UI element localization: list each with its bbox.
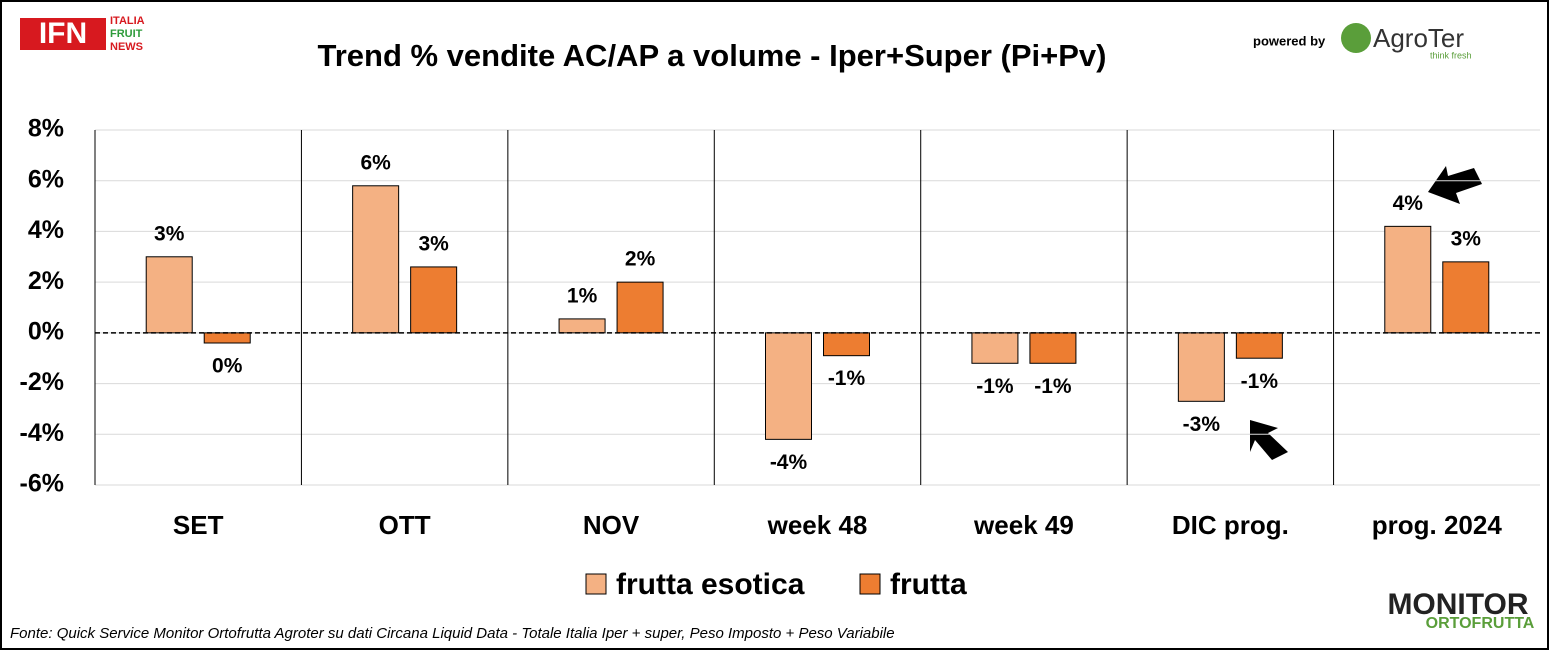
- legend-label: frutta: [890, 568, 967, 601]
- legend-swatch: [585, 573, 607, 595]
- bar: [558, 318, 606, 334]
- bar: [1177, 332, 1225, 402]
- y-tick-label: 0%: [28, 317, 64, 345]
- bar: [352, 185, 400, 334]
- legend-swatch: [859, 573, 881, 595]
- bar: [1442, 261, 1490, 334]
- bar: [1235, 332, 1283, 359]
- arrow: [1428, 166, 1482, 204]
- x-tick-label: DIC prog.: [1172, 510, 1289, 540]
- x-tick-label: SET: [173, 510, 224, 540]
- data-label: -1%: [828, 367, 866, 390]
- data-label: -1%: [1241, 370, 1279, 393]
- ifn-logo: [20, 18, 106, 50]
- y-tick-label: -4%: [20, 419, 64, 447]
- data-label: 1%: [567, 284, 598, 307]
- data-label: 3%: [154, 222, 185, 245]
- agroter-icon: [1341, 23, 1371, 53]
- agroter-tag: think fresh: [1430, 50, 1472, 60]
- agroter-logo: AgroTer: [1373, 23, 1464, 53]
- ifn-sub: ITALIA: [110, 15, 145, 27]
- data-label: -4%: [770, 451, 808, 474]
- powered-by: powered by: [1253, 33, 1326, 48]
- y-tick-label: 8%: [28, 115, 64, 143]
- x-tick-label: NOV: [583, 510, 640, 540]
- ifn-sub: FRUIT: [110, 28, 143, 40]
- bar: [765, 332, 812, 440]
- x-tick-label: week 49: [973, 510, 1074, 540]
- y-tick-label: -6%: [20, 470, 64, 498]
- bar: [410, 266, 458, 334]
- monitor-logo: MONITOR: [1387, 588, 1528, 621]
- arrow: [1250, 420, 1288, 460]
- bar: [145, 256, 193, 334]
- data-label: 3%: [1451, 227, 1482, 250]
- data-label: -1%: [1034, 375, 1072, 398]
- monitor-sub: ORTOFRUTTA: [1426, 615, 1535, 632]
- bar: [823, 332, 870, 357]
- x-tick-label: week 48: [767, 510, 868, 540]
- ifn-sub: NEWS: [110, 41, 143, 53]
- y-tick-label: -2%: [20, 368, 64, 396]
- chart-title: Trend % vendite AC/AP a volume - Iper+Su…: [317, 38, 1106, 73]
- y-tick-label: 6%: [28, 165, 64, 193]
- data-label: 4%: [1393, 192, 1424, 215]
- bar: [971, 332, 1019, 364]
- legend-label: frutta esotica: [616, 568, 805, 601]
- y-tick-label: 4%: [28, 216, 64, 244]
- data-label: -1%: [976, 375, 1014, 398]
- bar: [203, 332, 251, 344]
- x-tick-label: prog. 2024: [1372, 510, 1503, 540]
- data-label: 0%: [212, 355, 243, 378]
- source-note: Fonte: Quick Service Monitor Ortofrutta …: [10, 625, 895, 642]
- data-label: 2%: [625, 248, 656, 271]
- bar: [1384, 225, 1432, 334]
- data-label: -3%: [1183, 413, 1221, 436]
- bar: [616, 281, 664, 334]
- y-tick-label: 2%: [28, 267, 64, 295]
- bar: [1029, 332, 1077, 364]
- x-tick-label: OTT: [379, 510, 431, 540]
- ifn-logo-text: IFN: [39, 17, 87, 50]
- data-label: 6%: [360, 151, 391, 174]
- data-label: 3%: [418, 232, 449, 255]
